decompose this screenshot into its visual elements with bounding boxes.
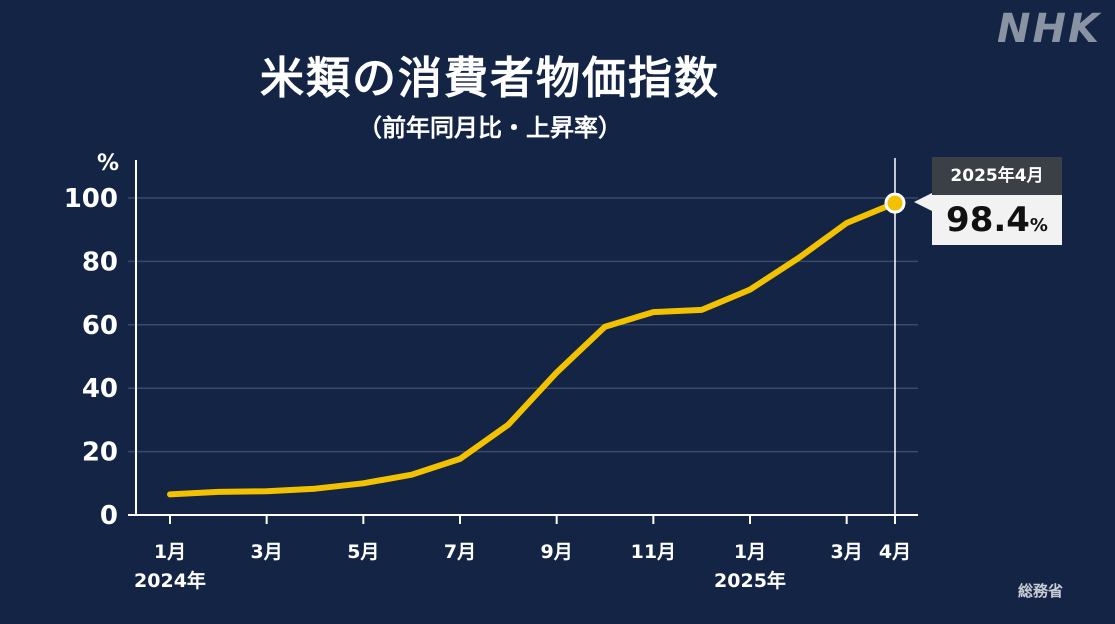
callout-date: 2025年4月 <box>932 157 1062 195</box>
callout-pointer-icon <box>914 193 932 211</box>
x-tick-label: 3月 <box>831 541 863 563</box>
x-tick-label: 1月 <box>734 541 766 563</box>
highlight-point <box>884 192 906 214</box>
x-tick-label: 5月 <box>347 541 379 563</box>
y-tick-label: 20 <box>82 438 118 468</box>
x-tick-label: 9月 <box>541 541 573 563</box>
x-year-label: 2025年 <box>714 569 786 592</box>
x-tick-label: 11月 <box>631 541 676 563</box>
y-unit-label: % <box>97 151 119 176</box>
callout-unit: % <box>1029 215 1048 236</box>
y-tick-label: 100 <box>64 184 118 214</box>
nhk-logo: NHK <box>997 6 1101 52</box>
y-tick-label: 40 <box>82 374 118 404</box>
x-tick-label: 3月 <box>251 541 283 563</box>
chart-subtitle: （前年同月比・上昇率） <box>358 114 622 142</box>
chart-title: 米類の消費者物価指数 <box>260 53 720 104</box>
x-tick-label: 7月 <box>444 541 476 563</box>
callout-value: 98.4 <box>946 200 1030 240</box>
x-tick-label: 1月 <box>154 541 186 563</box>
y-tick-label: 0 <box>100 501 118 531</box>
source-label: 総務省 <box>1017 582 1063 600</box>
x-tick-label: 4月 <box>879 541 911 563</box>
value-callout: 2025年4月 98.4% <box>914 157 1062 245</box>
y-tick-label: 60 <box>82 311 118 341</box>
callout-value-box: 98.4% <box>932 195 1062 245</box>
x-year-label: 2024年 <box>134 569 206 592</box>
series-line <box>167 200 898 498</box>
y-tick-label: 80 <box>82 247 118 277</box>
